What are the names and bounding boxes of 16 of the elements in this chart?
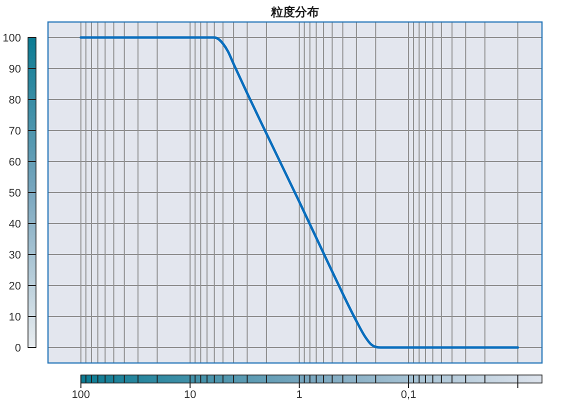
y-tick-label: 0 [14,342,21,354]
chart-title: 粒度分布 [270,5,319,19]
x-tick-label: 1 [296,389,302,401]
y-tick-label: 10 [8,312,21,324]
y-tick-label: 100 [2,32,21,44]
y-tick-label: 20 [8,280,21,292]
x-tick-label: 10 [184,389,196,401]
y-tick-label: 60 [8,156,21,168]
y-tick-label: 90 [8,64,21,76]
x-tick-label: 0,1 [400,389,416,401]
y-tick-label: 70 [8,126,21,138]
y-tick-label: 40 [8,218,21,230]
y-tick-label: 30 [8,250,21,262]
y-tick-label: 80 [8,94,21,106]
x-tick-label: 100 [72,389,90,401]
y-tick-label: 50 [8,188,21,200]
